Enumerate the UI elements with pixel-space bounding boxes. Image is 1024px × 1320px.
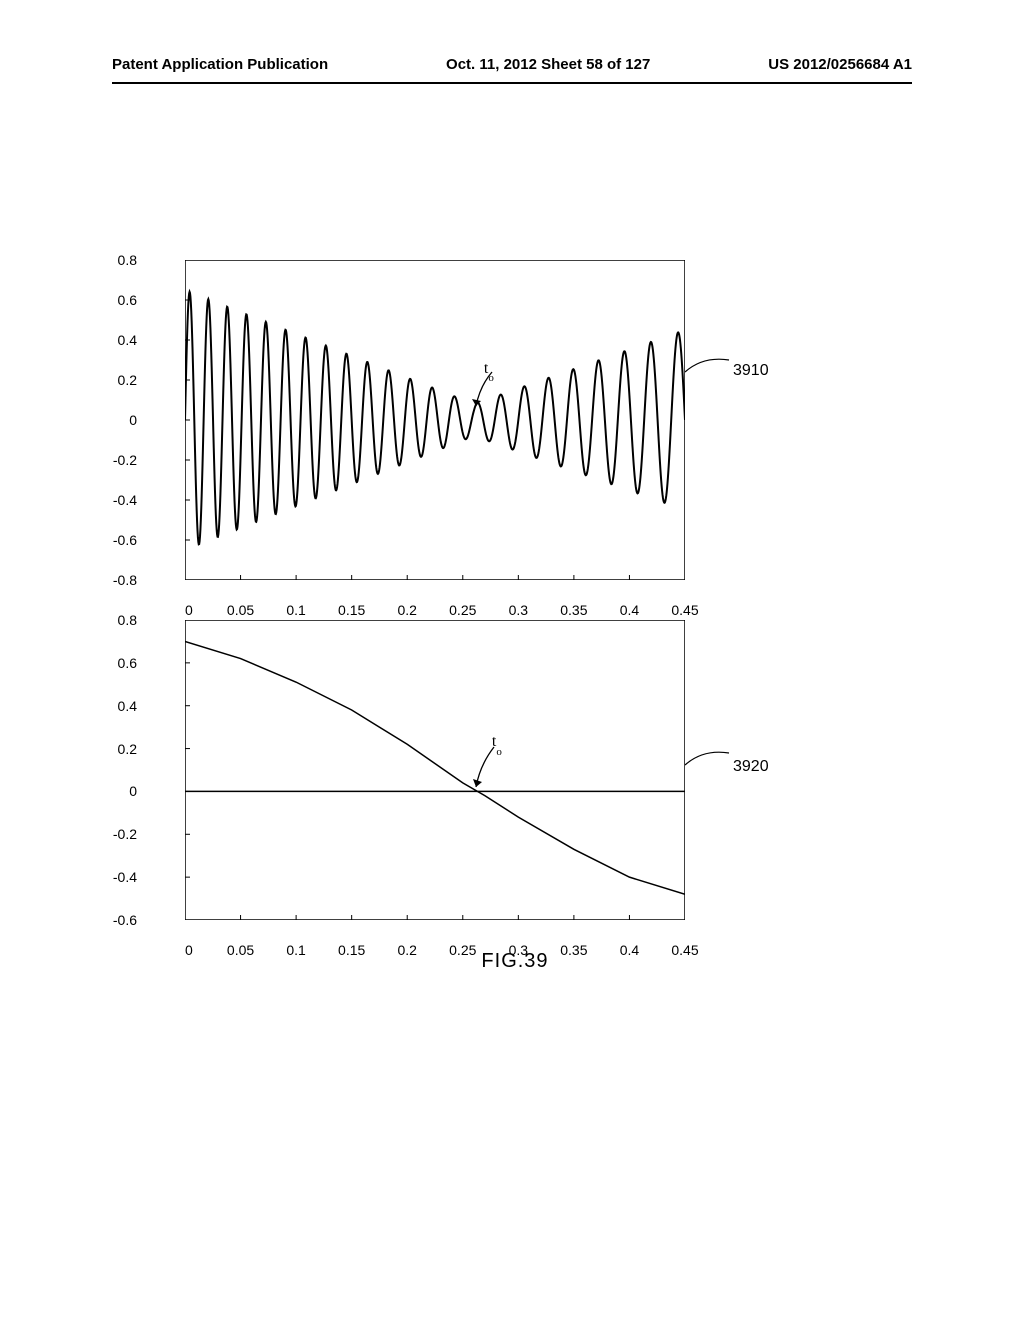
patent-header: Patent Application Publication Oct. 11, … [112,56,912,73]
header-center: Oct. 11, 2012 Sheet 58 of 127 [446,56,650,73]
header-left: Patent Application Publication [112,56,328,73]
chart-bottom: -0.6-0.4-0.200.20.40.60.8 00.050.10.150.… [185,620,685,920]
t-zero-arrow-bottom [470,743,510,799]
chart-top: -0.8-0.6-0.4-0.200.20.40.60.8 00.050.10.… [185,260,685,580]
t-zero-arrow-top [468,368,508,418]
header-rule [112,82,912,84]
reference-lead-top [683,354,733,384]
chart-bottom-svg [185,620,685,920]
reference-lead-bottom [683,747,733,777]
chart-top-svg [185,260,685,580]
header-right: US 2012/0256684 A1 [768,56,912,73]
reference-numeral-top: 3910 [733,362,769,380]
reference-numeral-bottom: 3920 [733,758,769,776]
figure-container: -0.8-0.6-0.4-0.200.20.40.60.8 00.050.10.… [185,260,845,973]
